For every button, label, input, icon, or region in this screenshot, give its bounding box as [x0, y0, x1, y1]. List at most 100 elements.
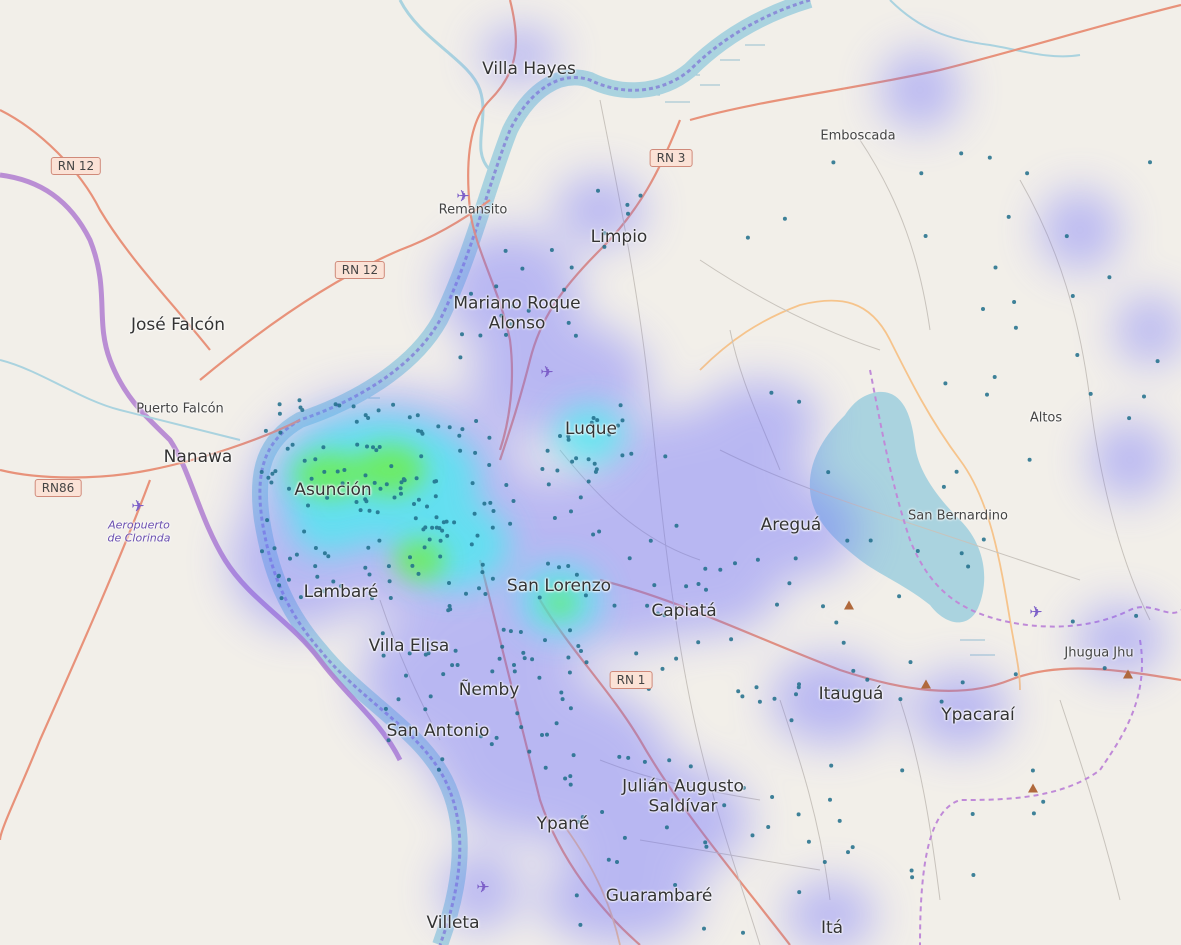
place-label-guarambare[interactable]: Guarambaré — [605, 886, 713, 907]
heat-point-marker — [602, 231, 607, 236]
heat-point-marker — [757, 699, 762, 704]
heat-point-marker — [796, 812, 801, 817]
heat-point-marker — [355, 442, 360, 447]
place-label-julian-augusto-saldivar[interactable]: Julián Augusto Saldívar — [622, 776, 744, 816]
heat-point-marker — [642, 759, 647, 764]
place-label-aregua[interactable]: Areguá — [760, 515, 822, 536]
heat-point-marker — [622, 835, 627, 840]
place-label-itaugua[interactable]: Itauguá — [818, 684, 884, 705]
heat-point-marker — [354, 500, 359, 504]
heat-point-marker — [358, 508, 363, 513]
heat-point-marker — [490, 576, 495, 581]
heat-point-marker — [821, 604, 825, 609]
place-label-san-bernardino[interactable]: San Bernardino — [907, 508, 1009, 524]
heat-point-marker — [1012, 300, 1017, 304]
place-label-asuncion[interactable]: Asunción — [294, 480, 372, 501]
heat-point-marker — [584, 660, 589, 665]
heat-point-marker — [722, 803, 727, 808]
heat-point-marker — [315, 574, 320, 579]
heat-point-marker — [1102, 666, 1107, 671]
heat-point-marker — [908, 660, 913, 665]
heat-point-marker — [426, 651, 431, 656]
heat-point-marker — [265, 518, 270, 523]
heat-point-marker — [366, 485, 371, 490]
place-label-aeropuerto-clorinda[interactable]: Aeropuerto de Clorinda — [107, 518, 171, 544]
airport-icon: ✈ — [131, 496, 145, 516]
heat-point-marker — [831, 160, 836, 165]
place-label-emboscada[interactable]: Emboscada — [820, 128, 896, 144]
heat-point-marker — [770, 795, 775, 799]
heat-point-marker — [388, 596, 393, 600]
heat-point-marker — [526, 308, 531, 313]
place-label-ita[interactable]: Itá — [820, 918, 844, 939]
heat-point-marker — [607, 432, 612, 437]
heat-point-marker — [568, 774, 573, 779]
heat-point-marker — [270, 471, 275, 476]
place-label-jhugua-jhu[interactable]: Jhugua Jhu — [1064, 645, 1134, 661]
heat-point-marker — [570, 459, 575, 464]
heat-point-marker — [367, 508, 372, 513]
heat-point-marker — [445, 533, 450, 538]
heat-point-marker — [954, 469, 959, 474]
heat-point-marker — [331, 579, 336, 584]
place-label-nemby[interactable]: Ñemby — [458, 680, 520, 701]
place-label-san-lorenzo[interactable]: San Lorenzo — [506, 576, 612, 597]
place-label-luque[interactable]: Luque — [565, 419, 617, 440]
heat-point-marker — [829, 763, 834, 768]
place-label-villeta[interactable]: Villeta — [426, 913, 480, 934]
place-label-limpio[interactable]: Limpio — [590, 227, 648, 248]
heat-point-marker — [1013, 672, 1018, 677]
road-shield-rn12-south: RN 12 — [334, 261, 386, 279]
heat-point-marker — [750, 833, 755, 838]
place-label-remansito[interactable]: Remansito — [438, 202, 508, 218]
heat-point-marker — [519, 725, 524, 730]
heat-point-marker — [277, 583, 282, 588]
place-label-san-antonio[interactable]: San Antonio — [386, 721, 490, 742]
heat-point-marker — [1064, 234, 1069, 239]
place-label-villa-elisa[interactable]: Villa Elisa — [368, 636, 450, 657]
heat-point-marker — [846, 850, 850, 855]
place-label-capiata[interactable]: Capiatá — [651, 601, 717, 622]
heat-point-marker — [574, 893, 579, 898]
place-label-puerto-falcon[interactable]: Puerto Falcón — [136, 401, 224, 417]
place-label-mariano-roque-alonso[interactable]: Mariano Roque Alonso — [453, 293, 581, 333]
heat-point-marker — [414, 476, 419, 481]
heat-blob-medium — [555, 405, 625, 465]
heat-point-marker — [313, 564, 318, 569]
heat-point-marker — [841, 640, 846, 645]
river-tributary-north — [398, 0, 492, 172]
place-label-lambare[interactable]: Lambaré — [303, 582, 379, 603]
heat-point-marker — [441, 520, 446, 525]
heat-point-marker — [766, 825, 771, 829]
place-label-ypane[interactable]: Ypané — [536, 814, 590, 835]
heat-point-marker — [515, 711, 520, 716]
river-pilcomayo — [0, 172, 403, 762]
heat-point-marker — [438, 554, 443, 559]
heat-point-marker — [472, 511, 477, 516]
heat-point-marker — [391, 402, 396, 407]
heat-point-marker — [754, 685, 759, 690]
heat-point-marker — [488, 500, 493, 505]
heat-point-marker — [441, 672, 446, 677]
heat-point-marker — [612, 603, 617, 608]
heat-point-marker — [618, 403, 623, 408]
heat-point-marker — [383, 706, 388, 711]
heat-point-marker — [923, 234, 928, 238]
place-label-altos[interactable]: Altos — [1029, 410, 1063, 426]
heat-point-marker — [448, 607, 453, 612]
place-label-nanawa[interactable]: Nanawa — [163, 447, 233, 468]
heat-point-marker — [460, 427, 465, 432]
heat-point-marker — [490, 669, 495, 674]
heat-blob-high — [545, 591, 575, 615]
place-label-jose-falcon[interactable]: José Falcón — [130, 315, 226, 336]
heat-point-marker — [868, 538, 873, 543]
heat-blob-low — [540, 855, 700, 945]
place-label-ypacarai[interactable]: Ypacaraí — [941, 705, 1015, 726]
heat-point-marker — [297, 398, 302, 403]
heat-point-marker — [782, 216, 787, 221]
heat-point-marker — [371, 445, 375, 450]
place-label-villa-hayes[interactable]: Villa Hayes — [482, 59, 576, 80]
heat-blob-low — [620, 545, 780, 635]
heat-point-marker — [939, 699, 944, 704]
